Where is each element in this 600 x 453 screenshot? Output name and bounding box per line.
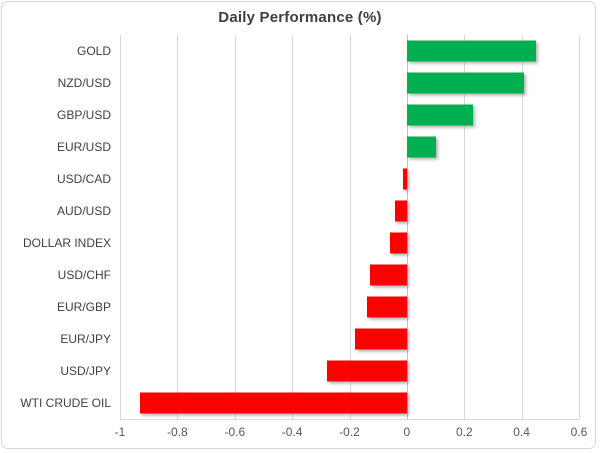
vertical-gridline (234, 35, 236, 419)
chart-title: Daily Performance (%) (218, 9, 382, 26)
vertical-gridline (521, 35, 523, 419)
bar-row (120, 355, 579, 387)
bar-row (120, 35, 579, 67)
y-axis-category-labels: GOLD NZD/USD GBP/USD EUR/USD USD/CAD AUD/USD D… (0, 35, 111, 419)
category-label-gold: GOLD (76, 44, 111, 58)
x-tick-label: -0.2 (339, 425, 360, 439)
bar-row (120, 259, 579, 291)
negative-bar-wti-crude-oil (140, 392, 407, 414)
negative-bar-dollar-index (389, 232, 407, 254)
positive-bar-nzd-usd (406, 72, 525, 94)
positive-bar-gbp-usd (406, 104, 473, 126)
category-label-eur-gbp: EUR/GBP (56, 300, 111, 314)
vertical-gridline (579, 35, 580, 419)
bar-row (120, 195, 579, 227)
vertical-gridline (120, 35, 121, 419)
bar-row (120, 387, 579, 419)
negative-bar-eur-gbp (366, 296, 407, 318)
x-tick-label: 0 (403, 425, 411, 439)
zero-axis-gridline (406, 35, 408, 419)
category-label-nzd-usd: NZD/USD (57, 76, 111, 90)
category-label-usd-chf: USD/CHF (57, 268, 111, 282)
negative-bar-eur-jpy (355, 328, 407, 350)
vertical-gridline (177, 35, 179, 419)
bar-series (120, 35, 579, 419)
bar-row (120, 291, 579, 323)
category-label-gbp-usd: GBP/USD (56, 108, 111, 122)
vertical-gridline (292, 35, 294, 419)
positive-bar-gold (406, 40, 536, 62)
bar-row (120, 323, 579, 355)
category-label-eur-jpy: EUR/JPY (60, 332, 111, 346)
category-label-dollar-index: DOLLAR INDEX (22, 236, 111, 250)
x-tick-label: -0.8 (167, 425, 188, 439)
bar-row (120, 227, 579, 259)
bar-row (120, 99, 579, 131)
vertical-gridline (464, 35, 466, 419)
x-tick-label: 0.2 (455, 425, 473, 439)
x-tick-label: 0.6 (570, 425, 588, 439)
x-axis-tick-labels: -1 -0.8 -0.6 -0.4 -0.2 0 0.2 0.4 0.6 (0, 425, 600, 441)
category-label-usd-jpy: USD/JPY (60, 364, 111, 378)
x-tick-label: -0.6 (224, 425, 246, 439)
x-tick-label: -0.4 (281, 425, 303, 439)
bar-row (120, 131, 579, 163)
negative-bar-usd-cad (402, 168, 407, 190)
category-label-eur-usd: EUR/USD (56, 140, 111, 154)
bar-row (120, 67, 579, 99)
category-label-usd-cad: USD/CAD (56, 172, 111, 186)
positive-bar-eur-usd (406, 136, 436, 158)
x-axis-line (120, 419, 579, 420)
vertical-gridline (349, 35, 351, 419)
x-tick-label: -1 (114, 425, 126, 439)
category-label-aud-usd: AUD/USD (56, 204, 111, 218)
category-label-wti-crude-oil: WTI CRUDE OIL (20, 396, 111, 410)
negative-bar-usd-jpy (326, 360, 407, 382)
negative-bar-usd-chf (369, 264, 407, 286)
x-tick-label: 0.4 (513, 425, 530, 439)
negative-bar-aud-usd (395, 200, 407, 222)
plot-area (120, 35, 580, 420)
bar-row (120, 163, 579, 195)
